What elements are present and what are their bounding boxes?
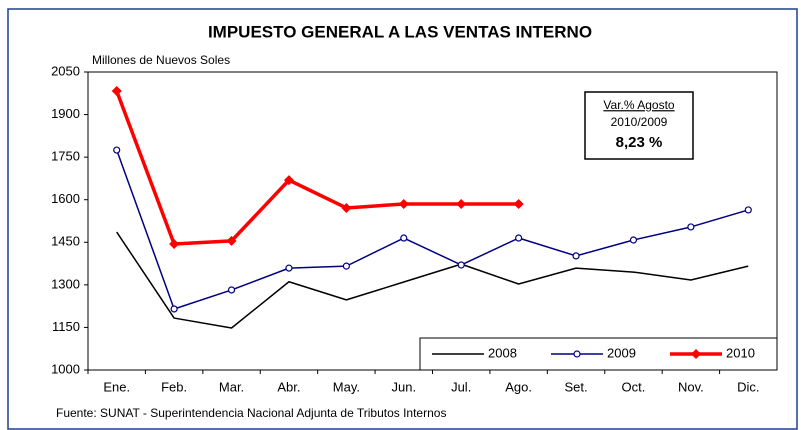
y-tick-label: 1150 bbox=[52, 319, 80, 334]
y-axis-label: Millones de Nuevos Soles bbox=[92, 53, 230, 67]
chart-title: IMPUESTO GENERAL A LAS VENTAS INTERNO bbox=[208, 22, 592, 41]
data-point bbox=[515, 234, 523, 242]
y-tick-label: 1900 bbox=[51, 106, 80, 121]
x-tick-label: May. bbox=[333, 379, 360, 394]
data-point bbox=[572, 252, 580, 260]
legend-label: 2010 bbox=[726, 345, 755, 360]
data-point bbox=[744, 206, 752, 214]
annotation-title: Var.% Agosto bbox=[603, 98, 674, 112]
x-tick-label: Jun. bbox=[392, 379, 417, 394]
x-tick-label: Set. bbox=[564, 379, 587, 394]
data-point bbox=[341, 202, 352, 213]
data-point bbox=[457, 261, 465, 269]
data-point bbox=[283, 175, 294, 186]
annotation-box bbox=[584, 91, 694, 160]
data-point bbox=[398, 198, 409, 209]
y-tick-label: 1450 bbox=[51, 234, 80, 249]
y-tick-label: 1600 bbox=[51, 191, 80, 206]
series-line bbox=[115, 90, 519, 246]
data-point bbox=[113, 146, 121, 154]
x-tick-label: Ene. bbox=[103, 379, 130, 394]
data-point bbox=[111, 86, 122, 97]
y-tick-label: 1000 bbox=[51, 361, 80, 376]
x-tick-label: Dic. bbox=[737, 379, 759, 394]
x-tick-label: Oct. bbox=[622, 379, 646, 394]
data-point bbox=[456, 198, 467, 209]
y-tick-label: 2050 bbox=[51, 63, 80, 78]
series-line bbox=[116, 231, 749, 329]
x-tick-label: Nov. bbox=[678, 379, 704, 394]
series-line bbox=[116, 149, 749, 310]
y-tick-label: 1750 bbox=[51, 149, 80, 164]
x-tick-label: Feb. bbox=[161, 379, 187, 394]
data-point bbox=[629, 236, 638, 244]
source: Fuente: SUNAT - Superintendencia Naciona… bbox=[56, 406, 446, 420]
legend-label: 2009 bbox=[607, 345, 636, 360]
x-tick-label: Ago. bbox=[505, 379, 532, 394]
legend-marker bbox=[573, 350, 581, 358]
data-point bbox=[285, 264, 293, 272]
data-point bbox=[400, 234, 408, 242]
x-tick-label: Mar. bbox=[219, 379, 244, 394]
data-point bbox=[226, 235, 237, 246]
x-tick-label: Abr. bbox=[277, 379, 300, 394]
data-point bbox=[513, 198, 524, 209]
data-point bbox=[687, 223, 695, 231]
x-tick-label: Jul. bbox=[451, 379, 471, 394]
data-point bbox=[169, 238, 180, 249]
annotation-subtitle: 2010/2009 bbox=[611, 115, 668, 129]
data-point bbox=[342, 262, 350, 270]
data-point bbox=[170, 305, 178, 313]
legend-label: 2008 bbox=[488, 345, 517, 360]
annotation-value: 8,23 % bbox=[616, 134, 663, 151]
data-point bbox=[227, 286, 236, 294]
y-tick-label: 1300 bbox=[51, 276, 80, 291]
legend-marker bbox=[691, 349, 701, 359]
